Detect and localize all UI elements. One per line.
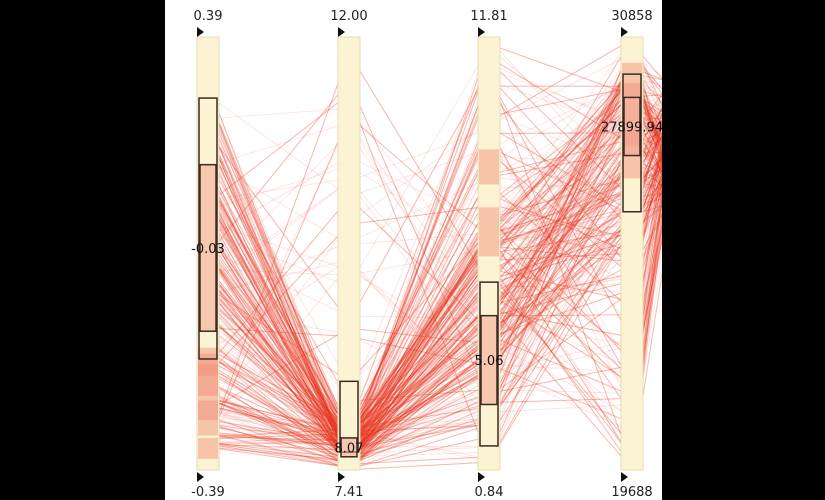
box-outer [479, 281, 499, 447]
bottom-arrow-icon [338, 472, 345, 482]
top-arrow-icon [478, 27, 485, 37]
top-arrow-icon [621, 27, 628, 37]
density-band [622, 62, 642, 98]
density-band [198, 437, 218, 459]
axis-top-label: 12.00 [330, 9, 367, 24]
box-outer [622, 73, 642, 213]
box-inner [623, 96, 641, 157]
bottom-arrow-icon [621, 472, 628, 482]
density-band [479, 149, 499, 185]
bottom-arrow-icon [197, 472, 204, 482]
density-band [198, 347, 218, 376]
box-inner [480, 314, 498, 406]
polylines-layer [207, 36, 662, 471]
density-band [198, 353, 218, 396]
top-arrow-icon [338, 27, 345, 37]
box-inner [340, 437, 358, 458]
axis-top-label: 11.81 [470, 9, 507, 24]
parallel-coordinates-chart: 0.39 -0.39 -0.03 12.00 7.41 8.07 11.81 0.84 5.06… [191, 9, 662, 500]
box-inner [199, 163, 217, 332]
bottom-arrow-icon [478, 472, 485, 482]
chart-panel: 0.39 -0.39 -0.03 12.00 7.41 8.07 11.81 0.84 5.06… [165, 0, 662, 500]
axis-median-label: 27899.94 [601, 120, 662, 135]
axis-bottom-label: 19688 [611, 485, 652, 500]
axis-bottom-label: 0.84 [475, 485, 504, 500]
box-outer [198, 97, 218, 360]
axis-bar [337, 36, 361, 471]
axis-3: 11.81 0.84 5.06 [470, 9, 507, 500]
axis-4: 30858 19688 27899.94 [601, 9, 662, 500]
axis-median-label: 8.07 [335, 441, 364, 456]
axis-bottom-label: 7.41 [335, 485, 364, 500]
axis-top-label: 30858 [611, 9, 652, 24]
axes-layer: 0.39 -0.39 -0.03 12.00 7.41 8.07 11.81 0.84 5.06… [191, 9, 662, 500]
density-band [198, 400, 218, 436]
top-arrow-icon [197, 27, 204, 37]
density-band [479, 207, 499, 257]
axis-1: 0.39 -0.39 -0.03 [191, 9, 225, 500]
axis-2: 12.00 7.41 8.07 [330, 9, 367, 500]
axis-bottom-label: -0.39 [191, 485, 225, 500]
density-band [198, 364, 218, 421]
axis-median-label: 5.06 [475, 354, 504, 369]
axis-median-label: -0.03 [191, 242, 225, 257]
axis-top-label: 0.39 [194, 9, 223, 24]
